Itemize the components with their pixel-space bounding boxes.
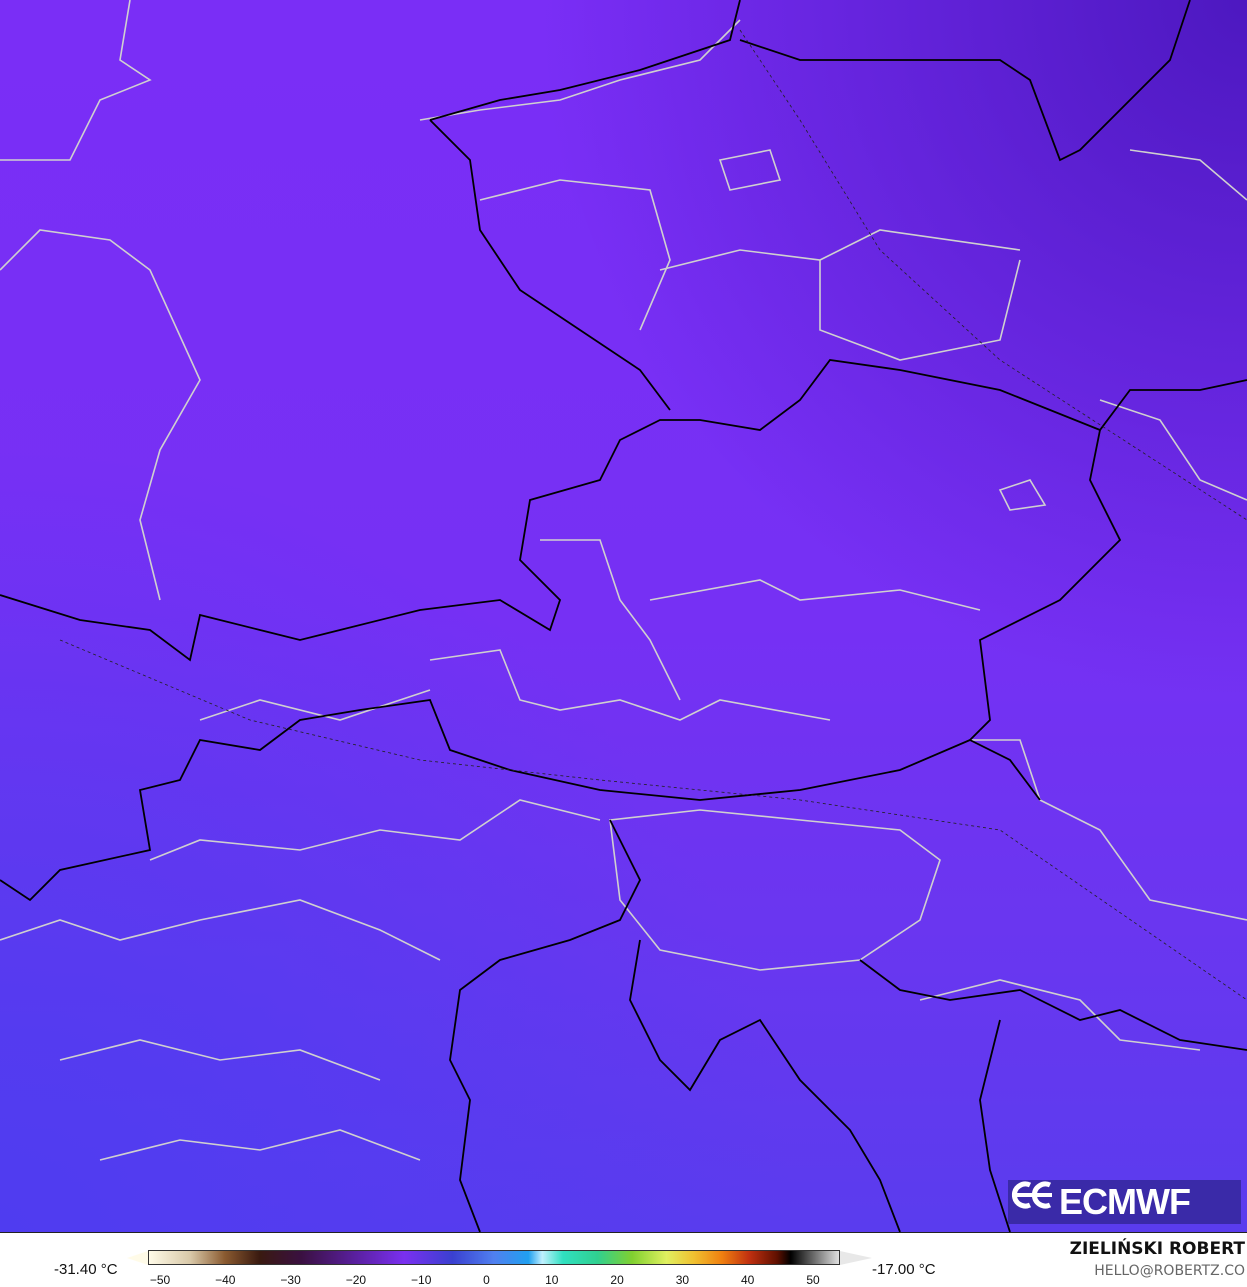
colorbar <box>148 1250 840 1265</box>
legend-min-label: -31.40 °C <box>54 1261 118 1278</box>
ecmwf-logo-text: ECMWF <box>1059 1181 1191 1222</box>
ecmwf-emblem-icon <box>1011 1181 1052 1209</box>
colorbar-tick-label: 20 <box>610 1273 624 1287</box>
colorbar-tick-label: 30 <box>675 1273 690 1287</box>
temperature-map: ECMWF <box>0 0 1247 1233</box>
colorbar-tick-label: 50 <box>806 1273 820 1287</box>
colorbar-tick-label: 10 <box>545 1273 559 1287</box>
colorbar-tick-label: −50 <box>149 1273 171 1287</box>
colorbar-tick-label: −10 <box>411 1273 432 1287</box>
borders-layer <box>0 0 1247 1232</box>
country-borders <box>0 0 1247 1232</box>
colorbar-tick-label: 40 <box>741 1273 755 1287</box>
legend-max-label: -17.00 °C <box>872 1261 936 1278</box>
region-borders <box>0 0 1247 1161</box>
colorbar-low-arrow <box>127 1251 148 1265</box>
colorbar-tick-label: −20 <box>345 1273 367 1287</box>
author-name: ZIELIŃSKI ROBERT <box>1069 1239 1245 1259</box>
colorbar-tick-label: −40 <box>215 1273 236 1287</box>
colorbar-tick-label: 0 <box>483 1273 490 1287</box>
colorbar-tick-label: −30 <box>280 1273 301 1287</box>
author-email: HELLO@ROBERTZ.CO <box>1094 1263 1245 1279</box>
isotherm-lines <box>59 29 1247 1001</box>
colorbar-high-arrow <box>840 1251 872 1265</box>
ecmwf-logo: ECMWF <box>1008 1180 1241 1224</box>
